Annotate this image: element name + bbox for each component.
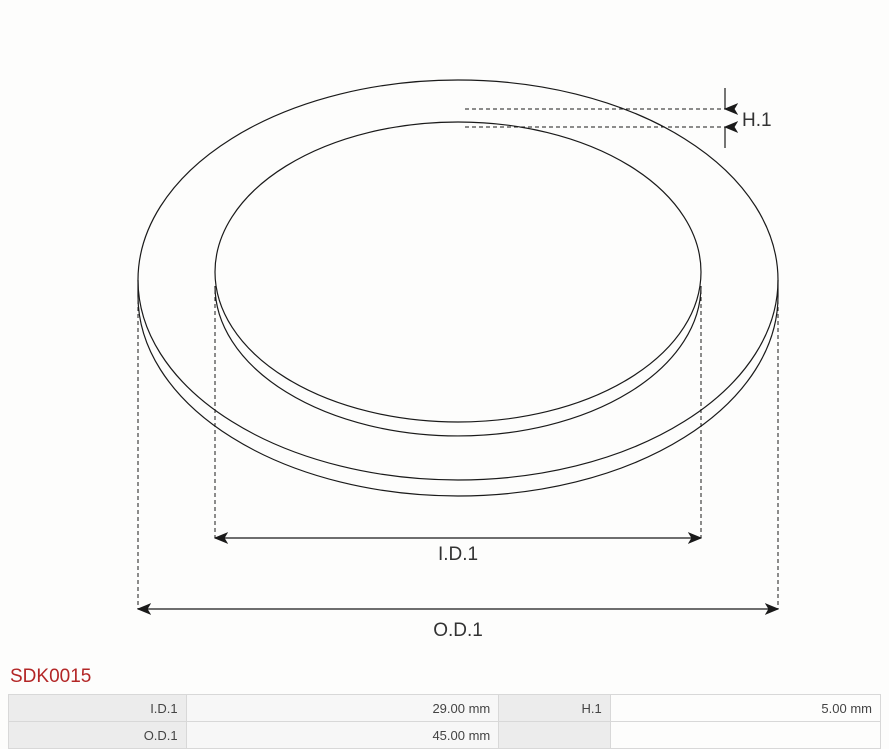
id-label: I.D.1 [438, 544, 478, 565]
cell-label: H.1 [499, 695, 611, 722]
id-extension-lines [215, 290, 701, 538]
part-code: SDK0015 [10, 666, 91, 688]
cell-value: 5.00 mm [610, 695, 880, 722]
od-label: O.D.1 [433, 620, 483, 641]
page: O.D.1 I.D.1 H.1 SDK0015 I.D.1 29.00 mm H… [0, 0, 889, 749]
cell-label: O.D.1 [9, 722, 187, 749]
table-row: I.D.1 29.00 mm H.1 5.00 mm [9, 695, 881, 722]
technical-diagram: O.D.1 I.D.1 H.1 [0, 0, 889, 660]
cell-value [610, 722, 880, 749]
cell-value: 29.00 mm [186, 695, 499, 722]
cell-label [499, 722, 611, 749]
h-label: H.1 [742, 110, 772, 131]
cell-value: 45.00 mm [186, 722, 499, 749]
washer-shape [138, 80, 778, 496]
table-row: O.D.1 45.00 mm [9, 722, 881, 749]
cell-label: I.D.1 [9, 695, 187, 722]
spec-table: I.D.1 29.00 mm H.1 5.00 mm O.D.1 45.00 m… [8, 694, 881, 749]
